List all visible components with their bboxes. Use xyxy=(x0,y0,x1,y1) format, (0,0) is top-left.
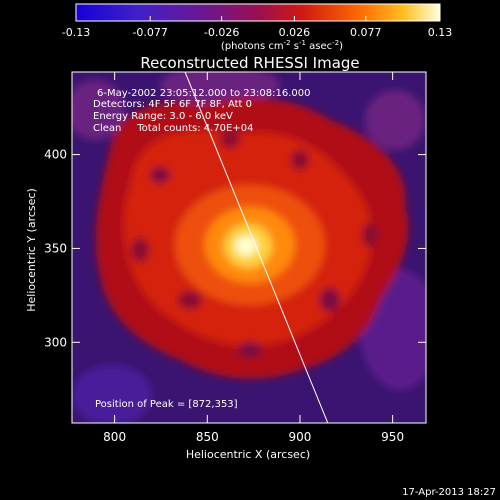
x-tick-label: 900 xyxy=(289,430,312,444)
annotations: 6-May-2002 23:05:12.000 to 23:08:16.000 … xyxy=(93,88,310,410)
annotation-time-range: 6-May-2002 23:05:12.000 to 23:08:16.000 xyxy=(97,88,310,99)
annotation-clean-counts: Clean Total counts: 4.70E+04 xyxy=(93,123,253,134)
annotation-detectors: Detectors: 4F 5F 6F 7F 8F, Att 0 xyxy=(93,99,252,110)
x-tick-label: 850 xyxy=(196,430,219,444)
x-tick-label: 800 xyxy=(103,430,126,444)
colorbar-ticks: -0.13 -0.077 -0.026 0.026 0.077 0.13 xyxy=(62,16,452,39)
colorbar-tick-label: -0.13 xyxy=(62,26,90,39)
plot-frame xyxy=(71,71,427,424)
colorbar-tick-label: 0.077 xyxy=(350,26,382,39)
x-tick-label: 950 xyxy=(381,430,404,444)
solar-limb-line xyxy=(184,72,329,423)
y-tick-label: 350 xyxy=(44,241,67,255)
x-axis-label: Heliocentric X (arcsec) xyxy=(186,448,310,461)
x-axis-ticks: 800 850 900 950 xyxy=(103,72,404,444)
colorbar: -0.13 -0.077 -0.026 0.026 0.077 0.13 (photons… xyxy=(62,3,452,52)
colorbar-tick-label: 0.13 xyxy=(428,26,453,39)
footer-timestamp: 17-Apr-2013 18:27 xyxy=(402,487,496,498)
y-axis-label: Heliocentric Y (arcsec) xyxy=(25,188,38,312)
annotation-peak-position: Position of Peak = [872,353] xyxy=(95,399,238,410)
heatmap-image xyxy=(72,72,426,423)
colorbar-units: (photons cm-2 s-1 asec-2) xyxy=(221,39,343,52)
colorbar-tick-label: 0.026 xyxy=(279,26,311,39)
annotation-energy-range: Energy Range: 3.0 - 6.0 keV xyxy=(93,111,233,122)
chart-title: Reconstructed RHESSI Image xyxy=(140,54,359,72)
colorbar-gradient xyxy=(75,3,441,22)
colorbar-tick-label: -0.026 xyxy=(204,26,239,39)
colorbar-tick-label: -0.077 xyxy=(132,26,167,39)
y-tick-label: 300 xyxy=(44,335,67,349)
y-axis-ticks: 300 350 400 xyxy=(44,148,426,349)
y-tick-label: 400 xyxy=(44,148,67,162)
